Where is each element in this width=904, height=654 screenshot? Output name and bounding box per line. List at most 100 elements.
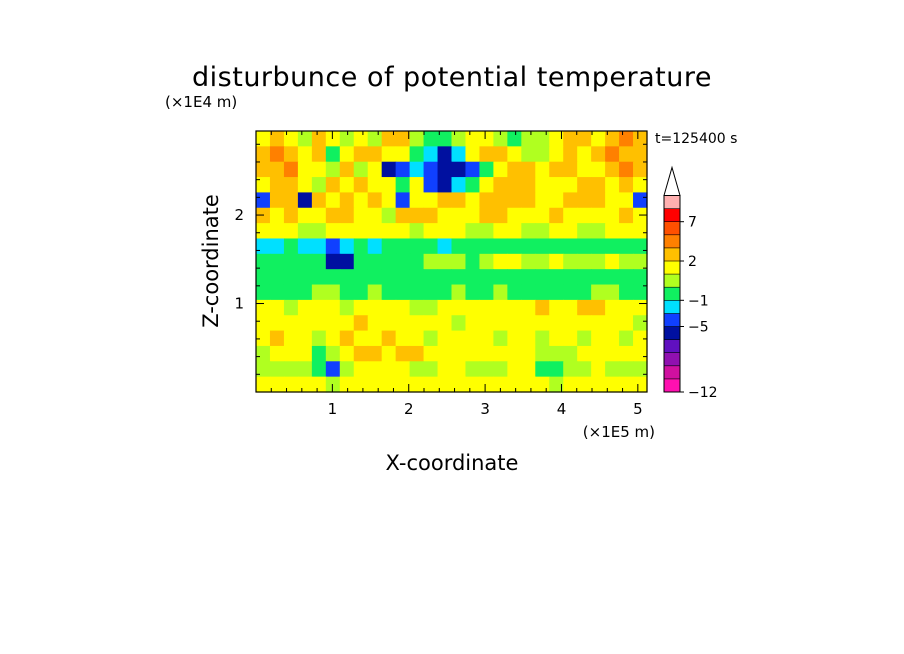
field-cell	[633, 299, 648, 316]
field-cell	[465, 146, 481, 163]
field-cell	[381, 284, 397, 301]
field-cell	[521, 253, 536, 270]
field-cell	[605, 146, 620, 163]
field-cell	[535, 223, 550, 240]
field-cell	[297, 299, 313, 316]
field-cell	[563, 253, 578, 270]
field-cell	[549, 315, 564, 332]
field-cell	[423, 238, 439, 255]
y-tick-label: 1	[234, 295, 244, 313]
field-cell	[563, 315, 578, 332]
field-cell	[256, 315, 271, 332]
field-cell	[605, 238, 620, 255]
field-cell	[451, 269, 467, 286]
field-cell	[437, 345, 453, 362]
field-cell	[619, 269, 634, 286]
field-cell	[605, 207, 620, 224]
field-cell	[493, 299, 508, 316]
field-cell	[521, 207, 536, 224]
field-cell	[311, 223, 327, 240]
field-cell	[395, 253, 411, 270]
field-cell	[479, 161, 494, 178]
field-cell	[353, 315, 369, 332]
field-cell	[549, 330, 564, 347]
field-cell	[437, 253, 453, 270]
field-cell	[437, 207, 453, 224]
field-cell	[535, 345, 550, 362]
field-cell	[381, 238, 397, 255]
field-cell	[395, 361, 411, 378]
field-cell	[507, 223, 522, 240]
field-cell	[633, 177, 648, 194]
field-cell	[619, 161, 634, 178]
field-cell	[591, 376, 606, 393]
field-cell	[605, 361, 620, 378]
field-cell	[423, 131, 439, 147]
field-cell	[507, 361, 522, 378]
field-cell	[437, 192, 453, 209]
colorbar-label: −12	[688, 385, 718, 401]
field-cell	[465, 315, 481, 332]
field-cell	[423, 269, 439, 286]
field-cell	[325, 177, 341, 194]
field-cell	[619, 238, 634, 255]
field-cell	[563, 223, 578, 240]
field-cell	[325, 284, 341, 301]
colorbar-swatch	[664, 339, 680, 353]
field-cell	[367, 345, 383, 362]
field-cell	[465, 238, 481, 255]
colorbar-swatch	[664, 365, 680, 380]
field-cell	[409, 361, 425, 378]
field-cell	[563, 177, 578, 194]
field-cell	[283, 284, 299, 301]
field-cell	[633, 345, 648, 362]
field-cell	[563, 345, 578, 362]
field-cell	[563, 161, 578, 178]
field-cell	[577, 131, 592, 147]
field-cell	[409, 284, 425, 301]
field-cell	[339, 146, 355, 163]
field-cell	[367, 376, 383, 393]
field-cell	[409, 269, 425, 286]
field-cell	[577, 253, 592, 270]
field-cell	[381, 192, 397, 209]
field-cell	[633, 192, 648, 209]
field-cell	[311, 315, 327, 332]
field-cell	[577, 299, 592, 316]
x-tick-label: 5	[633, 400, 643, 418]
field-cell	[256, 131, 271, 147]
field-cell	[633, 161, 648, 178]
field-cell	[451, 238, 467, 255]
field-cell	[465, 223, 481, 240]
field-cell	[633, 284, 648, 301]
field-cell	[339, 376, 355, 393]
field-cell	[521, 131, 536, 147]
field-cell	[381, 146, 397, 163]
field-cell	[437, 299, 453, 316]
field-cell	[353, 146, 369, 163]
field-cell	[423, 192, 439, 209]
field-cell	[521, 376, 536, 393]
field-cell	[283, 330, 299, 347]
field-cell	[311, 131, 327, 147]
field-cell	[269, 161, 285, 178]
field-cell	[311, 177, 327, 194]
field-cell	[549, 269, 564, 286]
field-cell	[311, 161, 327, 178]
field-cell	[381, 330, 397, 347]
x-tick-label: 2	[404, 400, 414, 418]
field-cell	[409, 330, 425, 347]
field-cell	[577, 223, 592, 240]
field-cell	[633, 253, 648, 270]
field-cell	[549, 146, 564, 163]
field-cell	[619, 223, 634, 240]
field-cell	[256, 330, 271, 347]
field-cell	[256, 161, 271, 178]
field-cell	[521, 361, 536, 378]
field-cell	[577, 345, 592, 362]
colorbar-swatch	[664, 261, 680, 275]
field-cell	[619, 177, 634, 194]
field-cell	[283, 207, 299, 224]
field-cell	[409, 146, 425, 163]
